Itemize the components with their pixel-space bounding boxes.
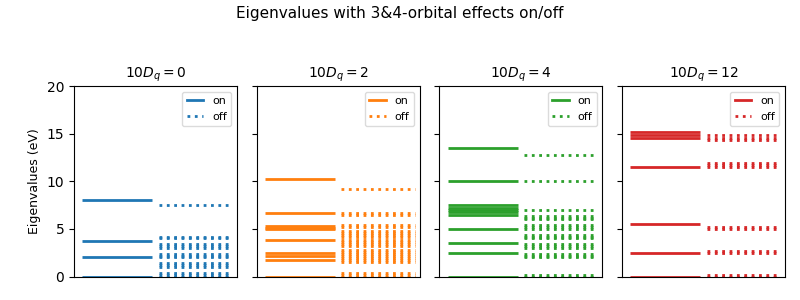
Title: $10D_q = 0$: $10D_q = 0$ <box>125 66 186 84</box>
Title: $10D_q = 4$: $10D_q = 4$ <box>490 66 552 84</box>
Title: $10D_q = 2$: $10D_q = 2$ <box>307 66 369 84</box>
Legend: on, off: on, off <box>730 92 779 126</box>
Legend: on, off: on, off <box>547 92 597 126</box>
Legend: on, off: on, off <box>365 92 414 126</box>
Text: Eigenvalues with 3&4-orbital effects on/off: Eigenvalues with 3&4-orbital effects on/… <box>236 6 564 21</box>
Title: $10D_q = 12$: $10D_q = 12$ <box>669 66 738 84</box>
Y-axis label: Eigenvalues (eV): Eigenvalues (eV) <box>28 128 41 234</box>
Legend: on, off: on, off <box>182 92 231 126</box>
